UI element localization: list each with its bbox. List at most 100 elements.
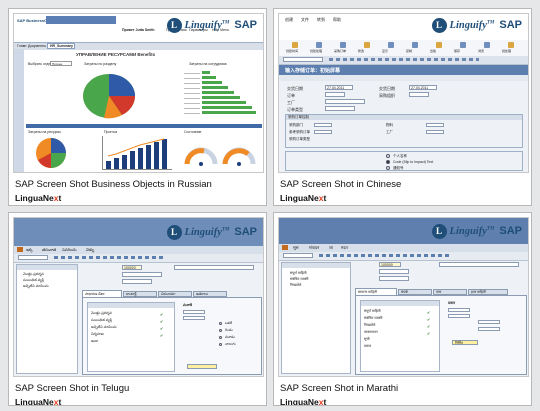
chinese-toolbar-button[interactable]: 出版 [429,41,449,54]
russian-filter-label: Выбрать отдел [28,62,53,66]
small-pie-blue [51,138,66,153]
marathi-menu-2[interactable]: संपादन [309,245,320,250]
marathi-menu-3[interactable]: जा [329,245,334,250]
marathi-row-4[interactable]: व्यवस्थापन [364,330,378,334]
telugu-radio-4[interactable] [219,343,222,346]
telugu-field-2[interactable] [122,272,162,277]
chinese-plant-input[interactable] [325,99,365,104]
telugu-tab-1[interactable]: సాధారణ డేటా [82,290,122,297]
chinese-brand: LinguaNext [280,193,326,203]
telugu-command-field[interactable] [18,255,48,260]
telugu-row-3[interactable]: అన్నిటిని చూపించు [91,325,117,329]
chinese-toolbar-button[interactable]: 浏览 [477,41,497,54]
marathi-tab-1[interactable]: सामान्य माहिती [355,288,397,295]
telugu-menu-4[interactable]: వెళ్ళు [86,247,95,252]
chinese-type-input[interactable] [325,106,355,111]
chinese-toolbar-button[interactable]: 采购订单 [333,41,353,54]
telugu-menu-1[interactable]: ఇక్క [26,247,33,252]
russian-filter-select[interactable]: Прочее [50,61,72,66]
chinese-toolbar-button[interactable]: 保存 [453,41,473,54]
marathi-row-3[interactable]: निवडलेले [364,323,376,327]
russian-menu-2[interactable]: Параметры [189,28,208,32]
marathi-id-input[interactable]: 100000 [379,262,401,267]
telugu-tree-item-1[interactable]: మొత్తం ప్రదర్శన [23,272,44,276]
marathi-tab-3[interactable]: पत्ता [433,289,467,295]
telugu-row-2[interactable]: సంబంధిత వ్యక్తి [91,318,112,322]
marathi-tree-item-3[interactable]: निवडलेले [290,283,302,287]
chinese-menu-2[interactable]: 文件 [301,17,309,22]
russian-search-bar[interactable] [46,16,116,24]
telugu-tab-4[interactable]: ఇతరాలు [193,291,227,297]
marathi-desc-input[interactable] [439,262,519,267]
telugu-radio-1[interactable] [219,322,222,325]
marathi-menu-1[interactable]: सुरू [293,245,299,250]
telugu-desc-input[interactable] [174,265,254,270]
telugu-row-5[interactable]: ఇంకా [91,339,99,343]
chinese-check-input-2[interactable] [314,130,332,134]
telugu-tree-item-3[interactable]: అన్నిటిని చూపించు [23,284,49,288]
telugu-row-4[interactable]: నిర్వహణ [91,332,104,336]
marathi-row-2[interactable]: संबंधित व्यक्ती [364,316,383,320]
telugu-menu-2[interactable]: తరువాత [42,247,57,252]
chinese-date2-input[interactable]: 27.04.2011 [409,85,437,90]
marathi-side-input-4[interactable] [478,327,500,331]
chinese-menu-1[interactable]: 创建 [285,17,293,22]
marathi-side-input-3[interactable] [478,320,500,324]
marathi-side-input-1[interactable] [448,308,470,312]
telugu-radio-3[interactable] [219,336,222,339]
chinese-order-input[interactable] [325,92,345,97]
marathi-side-input-2[interactable] [448,314,470,318]
russian-menu-3[interactable]: Help Menu [212,28,229,32]
chinese-plant-label: 工厂 [287,100,295,105]
russian-tab-home[interactable]: Главн [17,44,27,48]
chinese-check-label-3: 采购订单类型 [289,137,310,141]
marathi-tab-4[interactable]: इतर माहिती [468,289,508,295]
telugu-row-1[interactable]: మొత్తం ప్రదర్శన [91,311,112,315]
hbar-1 [202,71,210,74]
telugu-side-input-2[interactable] [183,316,205,320]
marathi-field-3[interactable] [379,276,409,281]
marathi-row-6[interactable]: प्रकार [364,344,372,348]
marathi-tab-2[interactable]: संपर्क [398,289,432,295]
russian-tab-active[interactable]: HR_Summary [47,43,75,49]
chinese-radio-1[interactable] [386,154,390,158]
telugu-menu-3[interactable]: సవరించు [62,247,77,252]
telugu-radio-2[interactable] [219,329,222,332]
toolbar-button-label: 采购订单 [334,49,347,53]
telugu-caption: SAP Screen Shot in Telugu [15,383,130,394]
chinese-toolbar-button[interactable]: 复制 [405,41,425,54]
telugu-tab-3[interactable]: చిరునామా [158,291,192,297]
telugu-id-input[interactable]: 100020 [122,265,142,270]
chinese-toolbar-button[interactable]: 批处理 [501,41,521,54]
chinese-toolbar-button[interactable]: 修改 [357,41,377,54]
marathi-highlight-field[interactable]: निर्मित [452,340,478,345]
marathi-tree-item-1[interactable]: संपूर्ण माहिती [290,271,307,275]
marathi-field-2[interactable] [379,269,409,274]
marathi-menu-4[interactable]: मदत [341,245,348,250]
telugu-menu-icon[interactable] [17,247,23,252]
chinese-radio-2[interactable] [386,160,390,164]
chinese-toolbar-button[interactable]: 创建时间 [285,41,305,54]
marathi-tree-item-2[interactable]: संबंधित व्यक्ती [290,277,309,281]
telugu-side-input-1[interactable] [183,310,205,314]
telugu-tab-2[interactable]: కాంటాక్ట్ [123,291,157,297]
marathi-row-5[interactable]: सूची [364,337,370,341]
chinese-command-field[interactable] [283,57,323,62]
marathi-row-1[interactable]: संपूर्ण माहिती [364,309,381,313]
russian-tab-docs[interactable]: Документы [28,44,47,48]
chinese-check-input-1[interactable] [314,123,332,127]
chinese-date-input[interactable]: 27.04.2011 [325,85,353,90]
chinese-check-input-4[interactable] [426,123,444,127]
chinese-menu-4[interactable]: 帮助 [333,17,341,22]
chinese-menu-3[interactable]: 转到 [317,17,325,22]
marathi-command-field[interactable] [283,253,313,258]
chinese-check-input-5[interactable] [426,130,444,134]
marathi-menu-icon[interactable] [282,245,288,250]
chinese-org-input[interactable] [409,92,429,97]
telugu-field-3[interactable] [122,279,152,284]
telugu-tree-item-2[interactable]: సంబంధిత వ్యక్తి [23,278,44,282]
chinese-toolbar-button[interactable]: 创建处理 [309,41,329,54]
chinese-radio-3[interactable] [386,166,390,170]
telugu-highlight-field[interactable] [187,364,217,369]
chinese-toolbar-button[interactable]: 显示 [381,41,401,54]
